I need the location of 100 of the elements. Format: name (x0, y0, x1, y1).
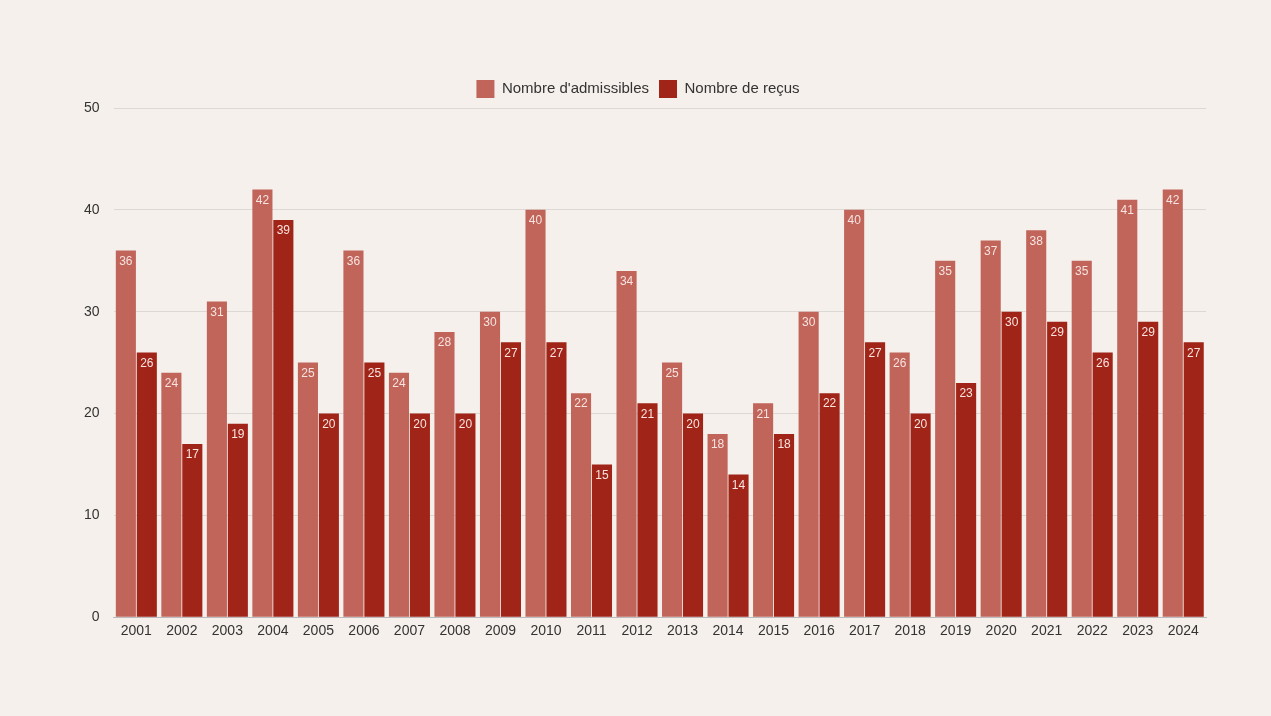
data-label: 20 (686, 416, 701, 431)
bar (455, 413, 476, 617)
data-label: 24 (392, 376, 406, 391)
data-label: 42 (255, 192, 270, 207)
bar (500, 342, 521, 617)
bar (753, 403, 774, 617)
data-label: 35 (938, 264, 953, 279)
y-tick-label: 40 (83, 200, 100, 217)
x-tick-label: 2014 (712, 622, 744, 639)
data-label: 18 (710, 437, 725, 452)
data-label: 20 (913, 416, 928, 431)
data-label: 14 (731, 477, 746, 492)
x-tick-label: 2005 (302, 622, 335, 639)
bar (728, 474, 749, 617)
x-tick-label: 2012 (621, 622, 653, 639)
data-label: 34 (619, 274, 634, 289)
bar (570, 393, 592, 617)
bar (591, 464, 613, 617)
data-label: 27 (868, 345, 883, 360)
y-tick-label: 0 (91, 608, 100, 625)
data-label: 26 (1095, 355, 1110, 370)
bar (798, 311, 819, 617)
y-tick-label: 50 (83, 98, 100, 115)
x-tick-label: 2017 (849, 622, 881, 639)
bar (616, 270, 637, 617)
data-label: 19 (231, 427, 245, 442)
bar (297, 362, 318, 617)
x-tick-label: 2020 (985, 622, 1017, 639)
bar (227, 423, 248, 617)
data-label: 21 (640, 406, 655, 421)
bar (980, 240, 1001, 617)
data-label: 23 (959, 386, 974, 401)
data-label: 30 (1004, 314, 1019, 329)
x-tick-label: 2016 (803, 622, 835, 639)
bar (546, 342, 567, 617)
x-tick-label: 2013 (666, 622, 699, 639)
x-tick-label: 2024 (1167, 622, 1200, 639)
x-tick-label: 2008 (439, 622, 471, 639)
data-label: 30 (483, 314, 497, 329)
data-label: 25 (367, 365, 382, 380)
data-label: 35 (1075, 264, 1089, 279)
bar (819, 393, 840, 617)
data-label: 25 (301, 365, 315, 380)
bar (844, 209, 865, 617)
data-label: 22 (822, 396, 837, 411)
data-label: 40 (847, 213, 862, 228)
data-label: 18 (777, 437, 792, 452)
bar (774, 433, 795, 617)
data-label: 28 (437, 335, 452, 350)
bar (682, 413, 704, 617)
x-tick-label: 2015 (758, 622, 790, 639)
y-tick-label: 20 (83, 404, 100, 421)
data-label: 27 (1187, 345, 1201, 360)
bar (161, 372, 182, 617)
bar (1026, 230, 1047, 617)
bar (252, 189, 273, 617)
data-label: 21 (756, 406, 771, 421)
data-label: 36 (119, 253, 133, 268)
x-tick-label: 2021 (1031, 622, 1063, 639)
bar (318, 413, 339, 617)
data-label: 27 (504, 345, 518, 360)
bar (434, 332, 455, 617)
x-tick-label: 2007 (393, 622, 426, 639)
data-label: 17 (185, 447, 200, 462)
data-label: 29 (1050, 325, 1065, 340)
data-label: 41 (1120, 202, 1135, 217)
data-label: 15 (595, 467, 609, 482)
data-label: 42 (1166, 192, 1180, 207)
data-label: 30 (801, 314, 816, 329)
bar (525, 209, 546, 617)
bar (343, 250, 364, 617)
bar (1001, 311, 1022, 617)
x-tick-label: 2022 (1076, 622, 1108, 639)
data-label: 31 (210, 304, 224, 319)
bar (364, 362, 385, 617)
legend-label: Nombre d'admissibles (501, 79, 650, 97)
bar (637, 403, 658, 617)
bar (1162, 189, 1183, 617)
data-label: 20 (413, 416, 427, 431)
data-label: 22 (574, 396, 589, 411)
data-label: 27 (549, 345, 564, 360)
data-label: 29 (1141, 325, 1156, 340)
bar (409, 413, 430, 617)
x-tick-label: 2002 (166, 622, 198, 639)
bar (935, 260, 956, 617)
data-label: 24 (164, 376, 179, 391)
x-tick-label: 2001 (120, 622, 153, 639)
x-tick-label: 2004 (257, 622, 289, 639)
bar (707, 433, 728, 617)
data-label: 20 (322, 416, 336, 431)
data-label: 37 (984, 243, 998, 258)
bar (1117, 199, 1138, 617)
data-label: 39 (276, 223, 291, 238)
bar (136, 352, 157, 617)
x-tick-label: 2010 (530, 622, 562, 639)
x-tick-label: 2003 (211, 622, 244, 639)
data-label: 25 (665, 365, 680, 380)
bar (1092, 352, 1113, 617)
data-label: 20 (458, 416, 473, 431)
bar (206, 301, 227, 617)
